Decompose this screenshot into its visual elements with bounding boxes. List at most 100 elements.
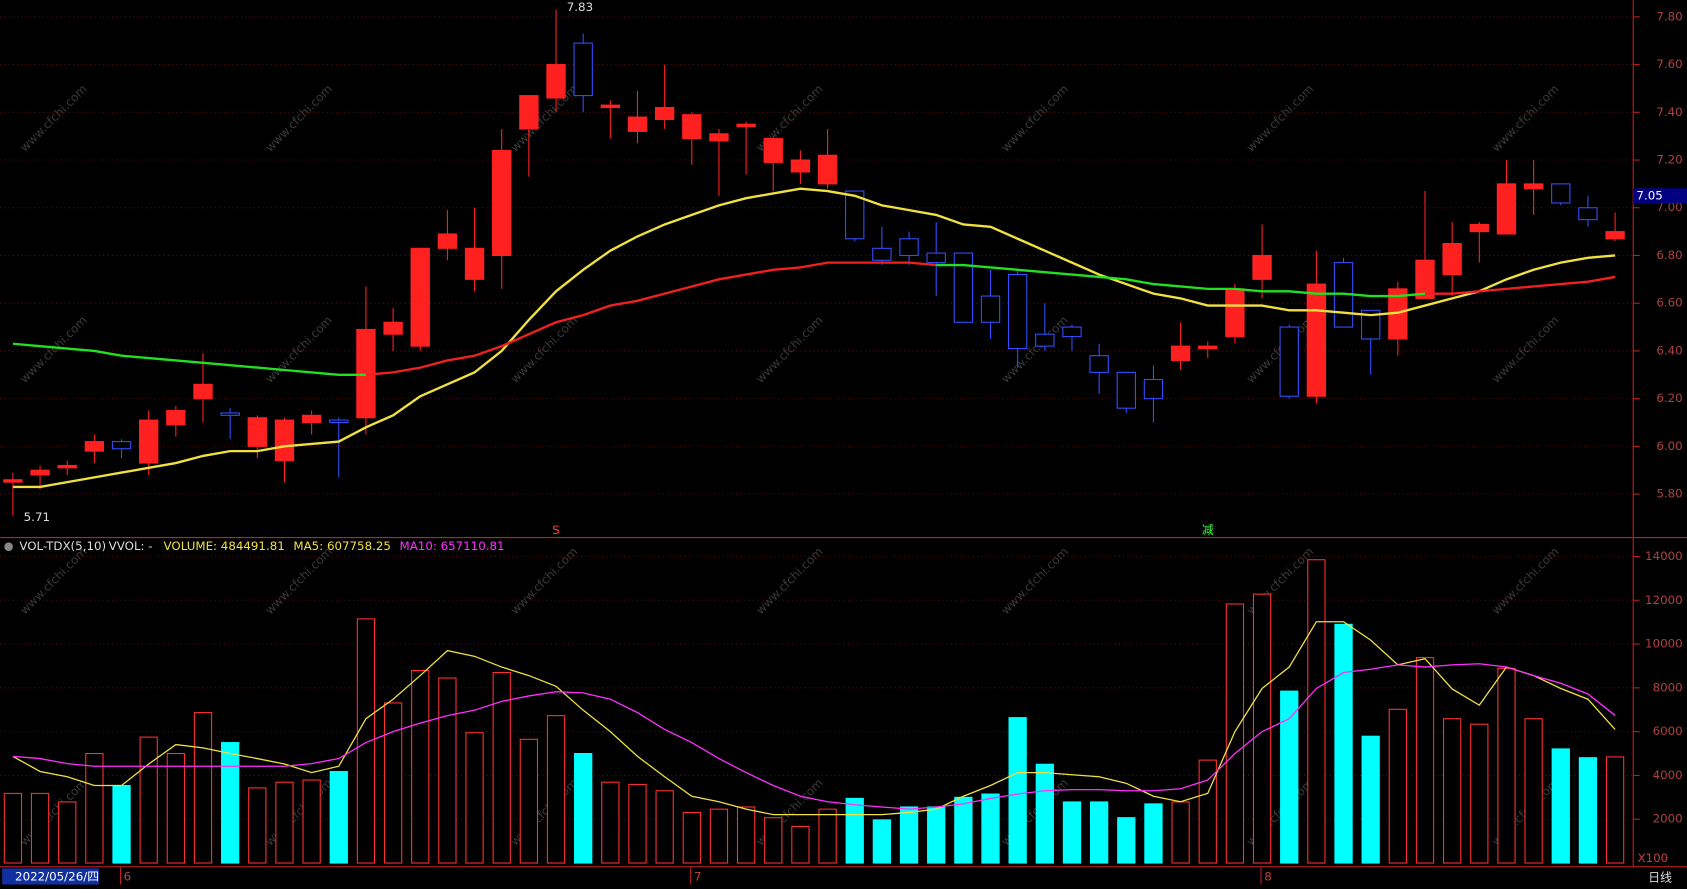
volume-bar: [628, 783, 647, 864]
volume-bar: [221, 742, 240, 864]
last-price-label: 7.05: [1636, 188, 1662, 202]
volume-bar: [1388, 708, 1407, 864]
candle-body: [247, 417, 267, 447]
candle-body: [1089, 355, 1109, 373]
candle-body: [1578, 207, 1598, 221]
volume-bar: [1470, 723, 1489, 864]
volume-bar: [927, 806, 946, 864]
candle-body: [57, 464, 77, 469]
volume-bar: [845, 797, 864, 864]
candle-body: [1442, 242, 1462, 276]
volume-bar: [954, 796, 973, 864]
y-tick-label: 7.40: [1656, 105, 1682, 119]
volume-bar: [1497, 667, 1516, 864]
candle-body: [709, 133, 729, 142]
candle-body: [790, 159, 811, 173]
candle-body: [139, 419, 159, 464]
volume-readout: MA10: 657110.81: [400, 539, 505, 553]
volume-bar: [275, 781, 294, 864]
date-highlight: [2, 868, 99, 885]
volume-bar: [1171, 801, 1190, 864]
candle-body: [30, 469, 50, 476]
y-tick-label: 6.80: [1656, 248, 1682, 262]
volume-bar: [1578, 757, 1598, 864]
volume-bar: [1307, 559, 1326, 864]
candle-body: [383, 321, 403, 335]
volume-bar: [546, 715, 566, 864]
volume-bar: [899, 806, 919, 864]
candle-body: [1035, 333, 1055, 347]
volume-bar: [465, 732, 484, 864]
candle-body: [1225, 288, 1245, 338]
volume-bar: [139, 736, 158, 864]
volume-subtitle: VVOL: -: [109, 539, 153, 553]
candle-body: [1523, 183, 1544, 190]
ma-line: [12, 263, 1426, 376]
volume-bar: [356, 618, 376, 864]
candle-body: [1306, 283, 1327, 397]
y-tick-label: 7.20: [1656, 153, 1682, 167]
volume-bar: [383, 702, 403, 864]
volume-bar: [655, 790, 674, 864]
candle-body: [1116, 371, 1136, 409]
y-tick-label: 6.60: [1656, 296, 1682, 310]
y-tick-label: 7.00: [1656, 200, 1682, 214]
volume-bar: [1334, 623, 1353, 864]
candle-body: [111, 441, 132, 450]
candle-body: [1143, 379, 1164, 400]
candle-body: [1551, 183, 1571, 204]
volume-bar: [411, 670, 430, 864]
y-tick-label: 6.20: [1656, 391, 1682, 405]
volume-bar: [736, 806, 756, 864]
volume-bar: [1089, 801, 1109, 864]
volume-bar: [519, 738, 539, 864]
volume-bar: [302, 779, 321, 864]
volume-bar: [1280, 690, 1299, 864]
candle-body: [274, 419, 295, 462]
volume-bar: [1117, 817, 1136, 864]
x-tick-label: 8: [1264, 870, 1272, 884]
candle-body: [872, 247, 892, 261]
candle-body: [926, 252, 946, 264]
volume-bar: [1144, 803, 1163, 864]
x-tick-label: 2022/05/26/四: [15, 870, 99, 884]
candle-body: [817, 154, 838, 185]
candle-body: [573, 42, 593, 97]
volume-bar: [601, 781, 620, 864]
volume-bar: [1008, 717, 1027, 864]
candle-body: [437, 233, 458, 249]
volume-readout: VOLUME: 484491.81: [164, 539, 285, 553]
volume-bar: [791, 825, 810, 864]
volume-bar: [248, 787, 267, 864]
candle-body: [220, 412, 240, 416]
candle-body: [1361, 309, 1381, 340]
volume-bar: [872, 819, 892, 864]
signal-marker: S: [552, 523, 560, 537]
volume-bar: [193, 712, 213, 864]
candle-body: [627, 116, 648, 132]
volume-bar: [981, 793, 1000, 864]
candle-body: [1605, 231, 1625, 240]
y-tick-label: 10000: [1645, 637, 1683, 651]
candle-body: [1007, 274, 1028, 350]
volume-bar: [1551, 748, 1570, 864]
ma-line: [12, 187, 1616, 489]
y-tick-label: 12000: [1645, 593, 1683, 607]
volume-bar: [85, 752, 104, 864]
candle-body: [953, 252, 974, 323]
candle-body: [301, 414, 322, 424]
candle-body: [763, 138, 783, 163]
x-tick-label: 6: [124, 870, 132, 884]
volume-bar: [1524, 718, 1543, 864]
volume-bar: [1361, 735, 1380, 864]
y-tick-label: 4000: [1653, 768, 1683, 782]
volume-bar: [818, 808, 837, 864]
panel-icon: [4, 542, 13, 552]
candle-body: [1496, 183, 1517, 235]
candle-body: [464, 247, 485, 280]
candle-body: [1469, 223, 1489, 233]
candle-body: [1062, 326, 1082, 338]
volume-bar: [1415, 657, 1435, 864]
candle-body: [166, 410, 186, 426]
